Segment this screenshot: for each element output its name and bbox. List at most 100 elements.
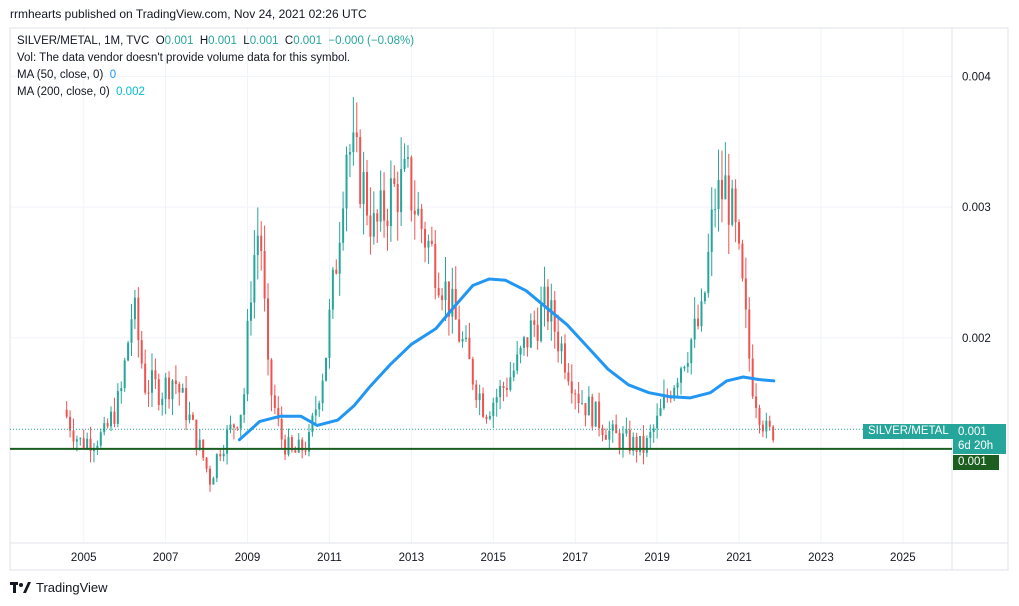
candle-body: [297, 439, 300, 453]
legend-change-value: −0.000 (−0.08%): [328, 35, 415, 47]
level-price-tag: 0.001: [953, 455, 999, 470]
candle-body: [277, 408, 280, 420]
candle-body: [621, 433, 624, 449]
candle-body: [270, 359, 273, 396]
candle-body: [314, 409, 317, 416]
candle-body: [198, 439, 201, 450]
candle-body: [645, 438, 648, 453]
candle-body: [209, 468, 212, 485]
legend-ohlc-row: SILVER/METAL, 1M, TVC O0.001 H0.001 L0.0…: [17, 35, 414, 47]
legend-symbol[interactable]: SILVER/METAL, 1M, TVC: [17, 35, 150, 47]
candle-body: [424, 228, 427, 248]
candle-body: [72, 430, 75, 442]
price-axis[interactable]: 0.002 0.003 0.004: [962, 71, 991, 344]
candle-body: [471, 359, 474, 385]
candle-body: [546, 286, 549, 322]
legend-ma50-row[interactable]: MA (50, close, 0) 0: [17, 69, 116, 81]
x-tick-label: 2007: [153, 552, 179, 564]
candle-body: [584, 403, 587, 416]
moving-average-line: [237, 277, 776, 442]
candle-body: [188, 414, 191, 421]
candle-body: [212, 478, 215, 485]
candle-body: [168, 377, 171, 400]
candle-body: [509, 377, 512, 390]
candle-body: [253, 255, 256, 303]
candle-body: [741, 243, 744, 279]
candle-body: [372, 213, 375, 237]
candle-body: [519, 347, 522, 355]
candle-body: [229, 424, 232, 430]
candle-body: [249, 302, 252, 321]
candle-body: [697, 318, 700, 327]
candle-body: [222, 453, 225, 457]
y-tick-label: 0.003: [962, 202, 991, 214]
candle-body: [570, 381, 573, 394]
x-tick-label: 2019: [644, 552, 670, 564]
candle-body: [355, 132, 358, 138]
candle-body: [734, 188, 737, 223]
candle-body: [659, 408, 662, 416]
legend-ma200-row[interactable]: MA (200, close, 0) 0.002: [17, 86, 145, 98]
candle-body: [717, 179, 720, 210]
last-price-value: 0.001: [958, 426, 987, 438]
footer-brand[interactable]: TradingView: [10, 580, 108, 595]
legend-open-value: 0.001: [164, 35, 194, 47]
candle-body: [205, 457, 208, 469]
candle-body: [758, 407, 761, 425]
candle-body: [680, 368, 683, 383]
candle-body: [215, 454, 218, 479]
candle-body: [683, 366, 686, 369]
candle-body: [69, 416, 72, 431]
candle-body: [301, 439, 304, 451]
x-tick-label: 2017: [562, 552, 588, 564]
candle-body: [110, 411, 113, 427]
candle-body: [451, 288, 454, 317]
candle-body: [106, 423, 109, 427]
candle-body: [113, 411, 116, 424]
candle-body: [427, 240, 430, 248]
candle-body: [543, 286, 546, 305]
candle-body: [256, 235, 259, 256]
candle-body: [765, 420, 768, 432]
candle-body: [75, 439, 78, 442]
plot-border: [9, 27, 1009, 571]
candle-body: [79, 438, 82, 440]
candle-body: [420, 208, 423, 229]
candle-body: [628, 429, 631, 452]
candle-body: [601, 428, 604, 436]
candle-body: [413, 210, 416, 215]
candle-body: [608, 430, 611, 440]
candle-body: [226, 429, 229, 454]
candle-body: [591, 396, 594, 427]
candle-body: [523, 337, 526, 348]
legend-ma50-label: MA (50, close, 0): [17, 69, 104, 81]
candle-body: [594, 401, 597, 427]
candle-body: [686, 363, 689, 367]
symbol-price-tag: SILVER/METAL: [863, 424, 954, 439]
candle-body: [263, 251, 266, 299]
candle-body: [703, 292, 706, 302]
candle-body: [137, 297, 140, 341]
bar-countdown: 6d 20h: [958, 440, 994, 452]
candle-body: [147, 392, 150, 394]
candle-body: [495, 397, 498, 403]
candle-body: [379, 190, 382, 222]
footer-brand-name: TradingView: [36, 580, 108, 595]
candle-body: [676, 382, 679, 388]
grid-lines: [10, 28, 952, 543]
candle-body: [567, 372, 570, 382]
candle-body: [171, 380, 174, 400]
candle-body: [635, 436, 638, 452]
time-axis[interactable]: 2005 2007 2009 2011 2013 2015 2017 2019 2021 2023…: [71, 552, 916, 564]
candle-body: [461, 338, 464, 342]
candle-body: [181, 388, 184, 393]
candle-body: [652, 428, 655, 432]
candle-body: [772, 426, 775, 441]
candle-body: [598, 401, 601, 429]
candle-body: [488, 416, 491, 419]
candle-body: [410, 157, 413, 211]
x-tick-label: 2025: [890, 552, 916, 564]
candle-body: [362, 171, 365, 205]
candle-body: [587, 396, 590, 416]
